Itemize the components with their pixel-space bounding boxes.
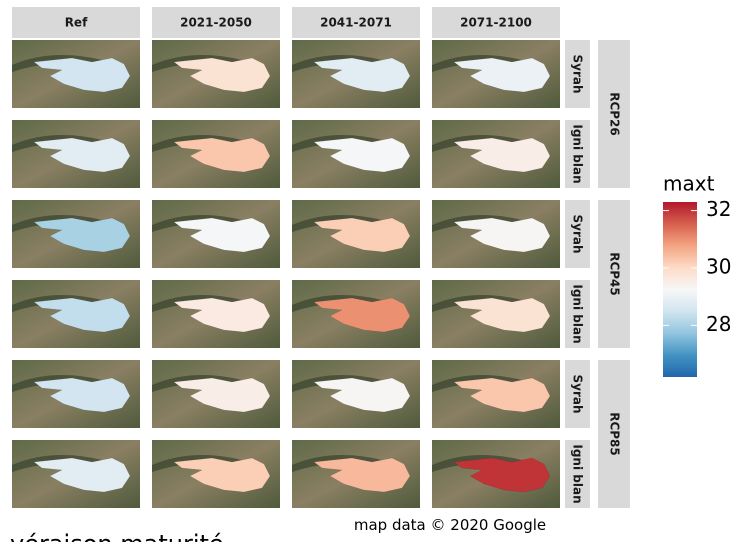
vineyard-area xyxy=(173,57,271,93)
colorbar xyxy=(663,202,697,377)
vineyard-area xyxy=(453,377,551,413)
vineyard-area xyxy=(33,297,131,333)
vineyard-area xyxy=(313,137,411,173)
scenario-strip xyxy=(598,40,630,188)
scenario-label: RCP85 xyxy=(608,412,622,456)
column-label: 2071-2100 xyxy=(460,16,532,30)
legend-tick-label: 28 xyxy=(706,312,731,336)
vineyard-area xyxy=(453,297,551,333)
vineyard-area xyxy=(313,217,411,253)
vineyard-area xyxy=(33,137,131,173)
row-strip xyxy=(565,40,590,108)
scenario-label: RCP26 xyxy=(608,92,622,136)
vineyard-area xyxy=(33,217,131,253)
row-strip xyxy=(565,280,590,348)
vineyard-area xyxy=(173,217,271,253)
column-strip xyxy=(152,7,280,38)
footer-title: véraison maturité xyxy=(10,530,224,542)
scenario-strip xyxy=(598,360,630,508)
scenario-label: RCP45 xyxy=(608,252,622,296)
caption: map data © 2020 Google xyxy=(354,516,546,534)
vineyard-area xyxy=(173,457,271,493)
vineyard-area xyxy=(173,297,271,333)
row-label: Syrah xyxy=(571,54,585,93)
column-label: 2041-2071 xyxy=(320,16,392,30)
vineyard-area xyxy=(173,137,271,173)
vineyard-area xyxy=(33,377,131,413)
vineyard-area xyxy=(33,457,131,493)
row-label: Igni blan xyxy=(571,124,585,183)
row-label: Syrah xyxy=(571,374,585,413)
row-strip xyxy=(565,120,590,188)
vineyard-area xyxy=(313,457,411,493)
row-label: Igni blan xyxy=(571,444,585,503)
row-strip xyxy=(565,440,590,508)
row-label: Igni blan xyxy=(571,284,585,343)
legend-title: maxt xyxy=(663,172,715,196)
row-label: Syrah xyxy=(571,214,585,253)
column-strip xyxy=(432,7,560,38)
row-strip xyxy=(565,200,590,268)
column-strip xyxy=(12,7,140,38)
row-strip xyxy=(565,360,590,428)
vineyard-area xyxy=(313,377,411,413)
legend-tick-label: 32 xyxy=(706,197,731,221)
vineyard-area xyxy=(453,57,551,93)
vineyard-area xyxy=(453,137,551,173)
vineyard-area xyxy=(313,297,411,333)
vineyard-area xyxy=(453,457,551,493)
column-label: Ref xyxy=(65,16,88,30)
column-strip xyxy=(292,7,420,38)
vineyard-area xyxy=(313,57,411,93)
column-label: 2021-2050 xyxy=(180,16,252,30)
scenario-strip xyxy=(598,200,630,348)
vineyard-area xyxy=(453,217,551,253)
legend-tick-label: 30 xyxy=(706,254,731,278)
vineyard-area xyxy=(33,57,131,93)
vineyard-area xyxy=(173,377,271,413)
